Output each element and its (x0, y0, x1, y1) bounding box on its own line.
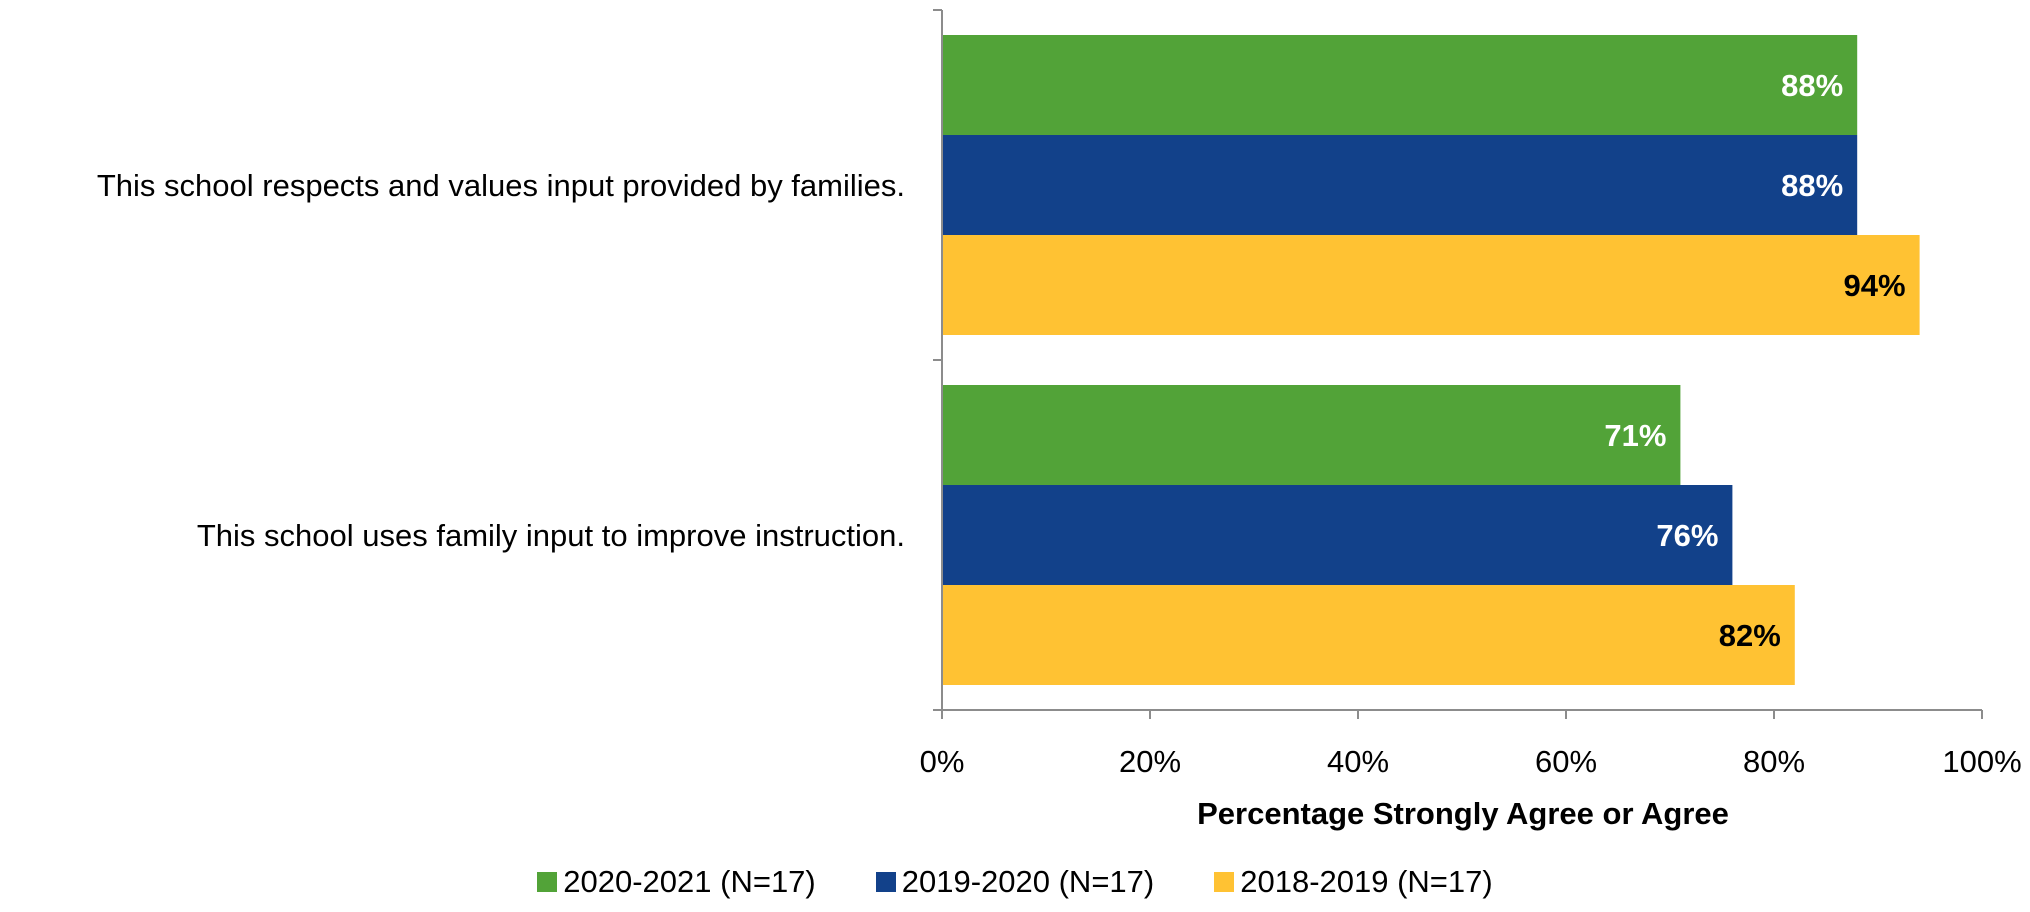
legend-label: 2019-2020 (N=17) (901, 864, 1155, 899)
legend-swatch (875, 872, 896, 892)
bar-chart: 88% 88% 94% 71% 76% 82% This school respects … (97, 9, 2022, 831)
category-label: This school uses family input to improve… (197, 518, 905, 553)
x-tick-label: 100% (1942, 744, 2021, 779)
legend: 2020-2021 (N=17) 2019-2020 (N=17) 2018-201… (0, 864, 2030, 900)
data-labels-layer: 88% 88% 94% 71% 76% 82% (1604, 68, 1905, 653)
x-tick-label: 60% (1535, 744, 1597, 779)
axes-layer: This school respects and values input pr… (97, 9, 2022, 779)
x-axis-title: Percentage Strongly Agree or Agree (1197, 796, 1729, 831)
bar-2018-2019-cat1 (942, 235, 1920, 335)
legend-swatch (537, 872, 558, 892)
legend-swatch (1214, 872, 1235, 892)
bar-2019-2020-cat1 (942, 135, 1858, 235)
bars-layer (942, 35, 1920, 685)
category-label: This school respects and values input pr… (97, 168, 905, 203)
data-label: 88% (1781, 68, 1843, 103)
data-label: 71% (1604, 418, 1666, 453)
x-tick-label: 40% (1327, 744, 1389, 779)
data-label: 82% (1719, 618, 1781, 653)
bar-2018-2019-cat2 (942, 585, 1795, 685)
data-label: 88% (1781, 168, 1843, 203)
bar-2020-2021-cat2 (942, 385, 1681, 485)
legend-item: 2019-2020 (N=17) (875, 864, 1155, 900)
x-tick-label: 0% (920, 744, 965, 779)
legend-label: 2020-2021 (N=17) (563, 864, 816, 899)
data-label: 94% (1844, 268, 1906, 303)
x-tick-label: 80% (1743, 744, 1805, 779)
legend-item: 2020-2021 (N=17) (537, 864, 816, 900)
x-tick-label: 20% (1119, 744, 1181, 779)
data-label: 76% (1656, 518, 1718, 553)
legend-item: 2018-2019 (N=17) (1214, 864, 1493, 900)
bar-2019-2020-cat2 (942, 485, 1733, 585)
bar-2020-2021-cat1 (942, 35, 1858, 135)
legend-label: 2018-2019 (N=17) (1240, 864, 1493, 899)
